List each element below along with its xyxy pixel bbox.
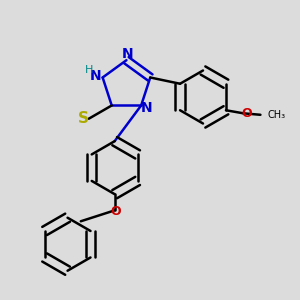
Text: H: H [85, 65, 94, 75]
Text: CH₃: CH₃ [268, 110, 286, 120]
Text: N: N [141, 101, 152, 116]
Text: O: O [242, 107, 252, 120]
Text: O: O [111, 205, 122, 218]
Text: N: N [89, 69, 101, 83]
Text: S: S [78, 111, 89, 126]
Text: N: N [122, 47, 134, 61]
